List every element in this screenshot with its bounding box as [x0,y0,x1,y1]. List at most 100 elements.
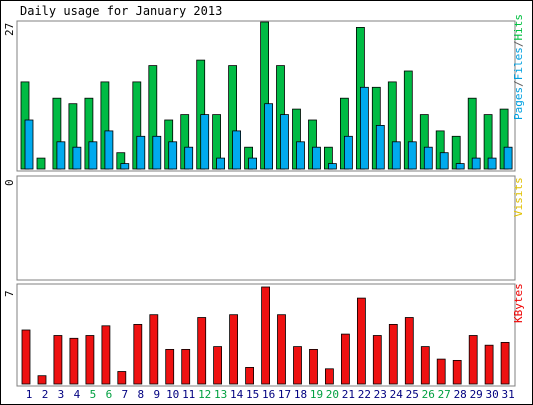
files-bar [375,125,385,170]
day-label: 16 [262,388,275,401]
files-bar [232,130,242,170]
day-label: 15 [246,388,259,401]
files-bar [264,103,274,170]
kbytes-bar [213,346,223,385]
day-label: 18 [294,388,307,401]
day-label: 20 [326,388,339,401]
files-bar [503,146,513,170]
day-label: 24 [390,388,404,401]
visits-ymax-label: 0 [3,179,16,186]
day-label: 22 [358,388,371,401]
kbytes-bar [181,348,191,385]
files-bar [439,152,449,170]
kbytes-bar [372,335,382,385]
files-bar [216,157,226,170]
files-bar [136,135,146,170]
day-label: 5 [90,388,97,401]
files-bar [184,146,194,170]
day-label: 27 [438,388,451,401]
hits-files-bars [20,21,513,170]
kbytes-panel: 7 KBytes [3,283,525,387]
day-label: 23 [374,388,387,401]
day-label: 4 [74,388,81,401]
files-bar [343,135,353,170]
kbytes-bar [484,344,494,385]
kbytes-ymax-label: 7 [3,290,16,297]
kbytes-bar [117,371,127,385]
day-label: 29 [470,388,483,401]
files-bar [56,141,66,170]
kbytes-bars [21,286,510,385]
files-bar [248,157,258,170]
legend-sep-2: / [512,41,525,48]
files-bar [24,119,34,170]
kbytes-bar [452,359,462,385]
kbytes-bar [229,314,239,385]
day-label: 17 [278,388,291,401]
kbytes-bar [37,375,47,385]
kbytes-bar [69,337,79,385]
files-bar [487,157,497,170]
kbytes-bar [324,368,334,385]
day-label: 3 [58,388,65,401]
files-bar [312,146,321,170]
day-label: 1 [26,388,33,401]
kbytes-bar [500,341,510,385]
day-label: 11 [182,388,195,401]
files-bar [296,141,305,170]
kbytes-bar [149,314,159,385]
day-label: 13 [214,388,227,401]
files-bar [120,163,130,170]
day-label: 2 [42,388,49,401]
legend-hits: Hits [512,14,525,41]
kbytes-bar [420,346,430,385]
chart-title: Daily usage for January 2013 [20,4,222,18]
x-axis-day-labels: 1 2 3 4 5 6 7 8 9 10 11 12 13 14 15 16 17 18 19 20 21 22 23 24 2… [26,388,515,401]
files-bar [200,114,210,170]
day-label: 30 [485,388,498,401]
files-bar [359,86,369,170]
kbytes-bar [388,323,398,385]
kbytes-bar [85,335,95,385]
day-label: 25 [406,388,419,401]
hits-files-ymax-label: 27 [3,23,16,36]
files-bar [471,157,481,170]
kbytes-bar [133,323,143,385]
legend-pages: Pages [512,87,525,120]
day-label: 7 [121,388,128,401]
files-bar [152,135,162,170]
day-label: 31 [501,388,514,401]
day-label: 19 [310,388,323,401]
hits-bar [36,157,46,170]
kbytes-bar [356,297,366,385]
hits-files-legend: Pages/Files/Hits [512,14,525,120]
day-label: 6 [106,388,113,401]
kbytes-bar [53,335,63,385]
legend-visits: Visits [512,177,525,217]
day-label: 14 [230,388,244,401]
hits-files-panel: 27 Pages/Files/Hits [3,14,525,172]
kbytes-legend: KBytes [512,283,525,323]
legend-files: Files [512,47,525,80]
kbytes-bar [404,317,414,385]
legend-sep-1: / [512,80,525,87]
kbytes-bar [21,329,31,385]
day-label: 10 [166,388,179,401]
files-bar [88,141,98,170]
kbytes-bar [436,358,446,385]
kbytes-bar [293,346,302,385]
kbytes-bar [197,317,207,385]
day-label: 21 [342,388,355,401]
legend-kbytes: KBytes [512,283,525,323]
kbytes-bar [101,325,111,385]
kbytes-bar [261,286,271,385]
files-bar [280,114,289,170]
day-label: 28 [454,388,467,401]
day-label: 12 [198,388,211,401]
visits-panel-frame [16,175,516,281]
files-bar [407,141,417,170]
files-bar [391,141,401,170]
files-bar [72,146,82,170]
visits-panel: 0 Visits [3,175,525,281]
